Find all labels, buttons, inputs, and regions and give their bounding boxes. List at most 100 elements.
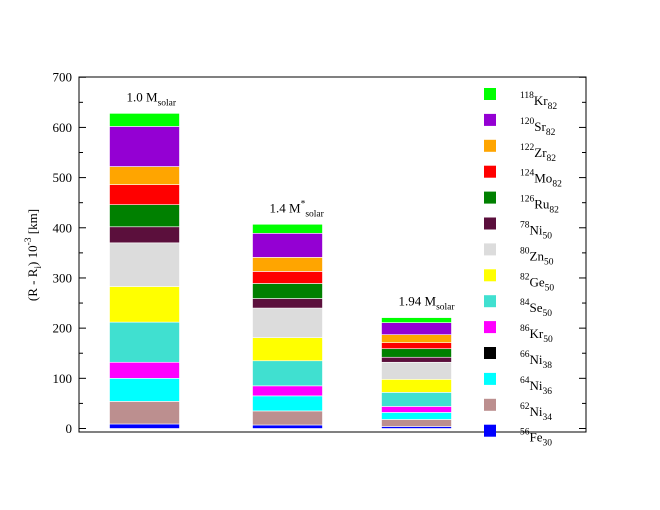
legend-swatch: [484, 139, 496, 152]
bar-segment-64ni: [381, 412, 452, 420]
legend-swatch: [484, 295, 496, 308]
legend-swatch: [484, 217, 496, 230]
legend-swatch: [484, 424, 496, 437]
y-tick-label: 100: [53, 371, 73, 386]
legend-swatch: [484, 243, 496, 256]
bar-stack: [109, 113, 180, 429]
bar-stack: [381, 317, 452, 429]
bar-segment-78ni: [381, 356, 452, 363]
bar-segment-80zn: [381, 361, 452, 380]
bar-titles: 1.0 Msolar 1.4 M*solar 1.94 Msolar: [127, 89, 456, 312]
y-tick-label: 200: [53, 321, 73, 336]
y-axis: 0 100 200 300 400 500 600 700: [53, 70, 586, 436]
legend-item: 122Zr82: [484, 139, 556, 164]
bar-segment-62ni: [109, 401, 180, 425]
bar-segment-78ni: [252, 298, 323, 309]
bar-segment-80zn: [109, 242, 180, 287]
legend: 118Kr82 120Sr82 122Zr82 124Mo82 126Ru82 78Ni5…: [484, 88, 562, 449]
legend-label: 84Se50: [520, 298, 552, 319]
legend-label: 120Sr82: [520, 117, 556, 138]
bar-segment-80zn: [252, 307, 323, 338]
bar-segment-82ge: [252, 337, 323, 362]
legend-label: 80Zn50: [520, 246, 554, 267]
bar-segment-56fe: [109, 423, 180, 429]
bar-segment-84se: [381, 392, 452, 407]
legend-item: 118Kr82: [484, 88, 557, 112]
legend-label: 82Ge50: [520, 272, 554, 293]
legend-item: 84Se50: [484, 295, 552, 319]
bar-stacks: [109, 113, 452, 429]
bar-segment-118kr: [252, 223, 323, 234]
bar-segment-120sr: [109, 126, 180, 167]
bar-segment-118kr: [381, 317, 452, 323]
legend-swatch: [484, 372, 496, 385]
bar-segment-86kr: [381, 406, 452, 413]
legend-item: 80Zn50: [484, 243, 554, 267]
bar-stack: [252, 223, 323, 429]
legend-swatch: [484, 191, 496, 204]
bar-segment-122zr: [381, 334, 452, 343]
bar-segment-120sr: [381, 322, 452, 335]
bar-segment-124mo: [381, 342, 452, 350]
legend-item: 126Ru82: [484, 191, 559, 216]
legend-swatch: [484, 347, 496, 359]
legend-item: 78Ni50: [484, 217, 552, 242]
bar-segment-86kr: [252, 385, 323, 397]
bar-segment-120sr: [252, 232, 323, 258]
y-axis-label: (R - Ri) 10-3 [km]: [24, 209, 44, 301]
legend-item: 66Ni38: [484, 347, 552, 371]
bar-segment-126ru: [381, 348, 452, 358]
legend-label: 56Fe30: [520, 428, 552, 449]
bar-segment-84se: [109, 321, 180, 363]
legend-item: 124Mo82: [484, 165, 562, 190]
legend-label: 122Zr82: [520, 143, 556, 164]
bar-title: 1.94 Msolar: [399, 294, 456, 313]
bar-segment-124mo: [252, 271, 323, 284]
legend-label: 78Ni50: [520, 221, 552, 242]
y-tick-label: 700: [53, 70, 73, 85]
legend-label: 66Ni38: [520, 350, 552, 371]
legend-item: 56Fe30: [484, 424, 552, 449]
bar-segment-86kr: [109, 361, 180, 379]
legend-label: 86Kr50: [520, 324, 553, 345]
bar-segment-82ge: [109, 286, 180, 323]
y-tick-label: 500: [53, 170, 73, 185]
legend-label: 124Mo82: [520, 169, 562, 190]
legend-swatch: [484, 321, 496, 334]
bar-segment-122zr: [252, 257, 323, 272]
y-tick-label: 0: [66, 421, 73, 436]
y-tick-label: 300: [53, 270, 73, 285]
bar-segment-56fe: [252, 424, 323, 429]
bar-segment-126ru: [252, 283, 323, 299]
legend-swatch: [484, 398, 496, 411]
bar-segment-56fe: [381, 426, 452, 429]
legend-item: 62Ni34: [484, 398, 552, 423]
bar-segment-82ge: [381, 379, 452, 393]
bar-segment-62ni: [252, 410, 323, 426]
legend-item: 64Ni36: [484, 372, 552, 397]
bar-title: 1.0 Msolar: [127, 89, 177, 108]
bar-segment-84se: [252, 360, 323, 387]
legend-swatch: [484, 165, 496, 178]
legend-label: 118Kr82: [520, 91, 557, 112]
legend-label: 126Ru82: [520, 195, 559, 216]
legend-label: 64Ni36: [520, 376, 552, 397]
bar-segment-118kr: [109, 113, 180, 127]
legend-item: 120Sr82: [484, 113, 556, 138]
bar-segment-126ru: [109, 204, 180, 228]
legend-item: 86Kr50: [484, 321, 553, 345]
bar-title: 1.4 M*solar: [270, 199, 325, 219]
bar-segment-122zr: [109, 166, 180, 185]
y-tick-label: 400: [53, 220, 73, 235]
bar-segment-62ni: [381, 419, 452, 427]
bar-segment-124mo: [109, 184, 180, 205]
legend-swatch: [484, 88, 496, 100]
bar-segment-78ni: [109, 226, 180, 244]
plot-frame: [78, 76, 587, 433]
bar-segment-64ni: [252, 395, 323, 412]
bar-segment-64ni: [109, 378, 180, 402]
legend-swatch: [484, 113, 496, 126]
legend-item: 82Ge50: [484, 269, 554, 293]
legend-label: 62Ni34: [520, 402, 552, 423]
